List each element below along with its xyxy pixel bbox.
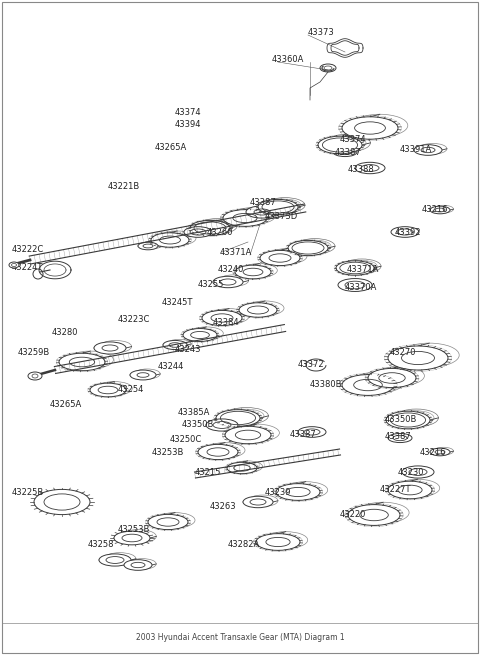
Text: 43225B: 43225B (12, 488, 44, 497)
Text: 43282A: 43282A (228, 540, 260, 549)
Text: 43387: 43387 (250, 198, 277, 207)
Text: 43280: 43280 (52, 328, 79, 337)
Text: 43221B: 43221B (108, 182, 140, 191)
Text: 43387: 43387 (290, 430, 317, 439)
Ellipse shape (90, 383, 126, 397)
Text: 43259B: 43259B (18, 348, 50, 357)
Text: 43387: 43387 (385, 432, 412, 441)
Text: 43388: 43388 (348, 165, 375, 174)
Text: 43350B: 43350B (182, 420, 215, 429)
Text: 43253B: 43253B (152, 448, 184, 457)
Ellipse shape (163, 341, 187, 350)
Ellipse shape (213, 276, 243, 288)
Ellipse shape (28, 372, 42, 380)
Text: 43372: 43372 (298, 360, 324, 369)
Text: 43216: 43216 (422, 205, 448, 214)
Ellipse shape (183, 329, 217, 341)
Ellipse shape (239, 303, 277, 317)
Text: 43373: 43373 (308, 28, 335, 37)
Text: 43391A: 43391A (400, 145, 432, 154)
Text: 43265A: 43265A (155, 143, 187, 152)
Text: 43387: 43387 (335, 148, 362, 157)
Text: 43215: 43215 (195, 468, 221, 477)
Ellipse shape (216, 409, 260, 426)
Bar (2, 623, 478, 653)
Ellipse shape (99, 554, 131, 566)
Ellipse shape (206, 419, 238, 431)
Ellipse shape (288, 240, 328, 255)
Ellipse shape (246, 206, 278, 218)
Ellipse shape (202, 310, 242, 326)
Ellipse shape (260, 250, 300, 265)
Text: 43374: 43374 (175, 108, 202, 117)
Text: 43245T: 43245T (162, 298, 193, 307)
Ellipse shape (243, 496, 273, 508)
Ellipse shape (414, 145, 442, 155)
Text: 43222C: 43222C (12, 245, 44, 254)
Ellipse shape (430, 206, 450, 214)
Ellipse shape (148, 514, 188, 530)
Ellipse shape (386, 411, 430, 429)
Ellipse shape (276, 483, 320, 500)
Text: 43370A: 43370A (345, 283, 377, 292)
Ellipse shape (258, 199, 298, 215)
Ellipse shape (318, 136, 362, 154)
Ellipse shape (184, 227, 212, 237)
Ellipse shape (388, 346, 448, 370)
Text: 43394: 43394 (175, 120, 202, 129)
Ellipse shape (114, 531, 150, 545)
Text: 43270: 43270 (390, 348, 417, 357)
Text: 43371A: 43371A (347, 265, 379, 274)
Ellipse shape (124, 559, 152, 571)
Text: 43216: 43216 (420, 448, 446, 457)
Text: 43350B: 43350B (385, 415, 418, 424)
Ellipse shape (190, 220, 230, 236)
Ellipse shape (94, 342, 126, 354)
Text: 43384: 43384 (213, 318, 240, 327)
Text: 43250C: 43250C (170, 435, 202, 444)
Text: 43260: 43260 (207, 228, 233, 237)
Ellipse shape (9, 262, 19, 268)
Ellipse shape (223, 210, 267, 227)
Text: 43243: 43243 (175, 345, 202, 354)
Text: 2003 Hyundai Accent Transaxle Gear (MTA) Diagram 1: 2003 Hyundai Accent Transaxle Gear (MTA)… (136, 633, 344, 643)
Ellipse shape (342, 117, 398, 140)
Text: 43230: 43230 (398, 468, 424, 477)
Ellipse shape (368, 368, 416, 388)
Text: 43224T: 43224T (12, 263, 43, 272)
Ellipse shape (235, 265, 271, 279)
Text: 43258: 43258 (88, 540, 115, 549)
Ellipse shape (138, 242, 158, 250)
Text: 43371A: 43371A (220, 248, 252, 257)
Ellipse shape (59, 353, 105, 371)
Ellipse shape (151, 233, 189, 247)
Ellipse shape (430, 448, 450, 456)
Ellipse shape (336, 261, 374, 275)
Ellipse shape (130, 370, 156, 380)
Text: 43392: 43392 (395, 228, 421, 237)
Text: 43380B: 43380B (310, 380, 343, 389)
Text: 43373D: 43373D (265, 212, 298, 221)
Text: 43254: 43254 (118, 385, 144, 394)
Text: 43360A: 43360A (272, 55, 304, 64)
Text: 43263: 43263 (210, 502, 237, 511)
Text: 43255: 43255 (198, 280, 224, 289)
Ellipse shape (225, 426, 271, 443)
Text: 43220: 43220 (340, 510, 366, 519)
Text: 43253B: 43253B (118, 525, 150, 534)
Ellipse shape (342, 375, 394, 396)
Text: 43244: 43244 (158, 362, 184, 371)
Text: 43223C: 43223C (118, 315, 150, 324)
Text: 43227T: 43227T (380, 485, 411, 494)
Text: 43385A: 43385A (178, 408, 210, 417)
Text: 43374: 43374 (340, 135, 367, 144)
Ellipse shape (388, 481, 432, 499)
Ellipse shape (227, 462, 257, 474)
Ellipse shape (256, 534, 300, 550)
Text: 43265A: 43265A (50, 400, 82, 409)
Text: 43239: 43239 (265, 488, 291, 497)
Ellipse shape (198, 444, 238, 460)
Ellipse shape (348, 504, 400, 525)
Text: 43240: 43240 (218, 265, 244, 274)
